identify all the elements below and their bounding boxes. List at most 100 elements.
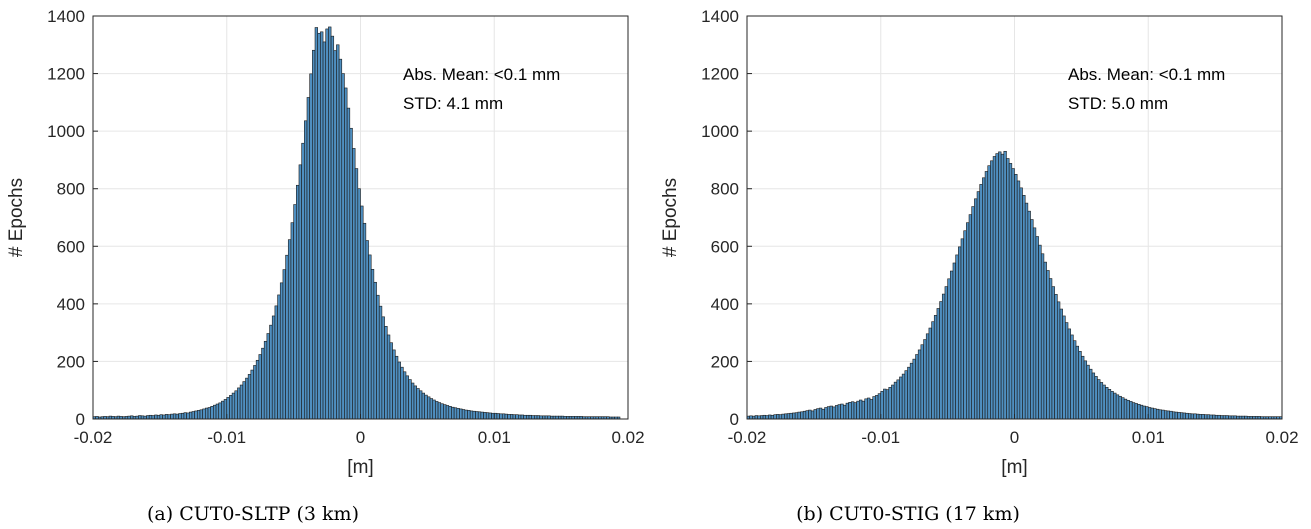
- histogram-bar: [309, 73, 313, 420]
- histogram-bar: [336, 44, 340, 420]
- histogram-bar: [1113, 392, 1117, 420]
- histogram-bar: [253, 365, 257, 420]
- y-tick-label: 1000: [47, 122, 85, 141]
- histogram-bar: [330, 35, 335, 420]
- histogram-bar: [773, 414, 777, 420]
- histogram-bar: [805, 410, 809, 420]
- histogram-bar: [1065, 322, 1069, 420]
- histogram-bar: [1121, 397, 1125, 420]
- histogram-bar: [180, 412, 185, 420]
- histogram-bar: [947, 278, 951, 420]
- histogram-bar: [834, 405, 839, 420]
- histogram-bar: [1062, 315, 1066, 420]
- histogram-bar: [1059, 308, 1063, 420]
- histogram-bar: [213, 404, 217, 420]
- histogram-bar: [301, 142, 305, 420]
- histogram-bar: [378, 305, 383, 420]
- histogram-bar: [162, 414, 166, 420]
- histogram-bar: [1046, 270, 1050, 420]
- histogram-bar: [813, 409, 817, 420]
- histogram-bar: [373, 281, 377, 420]
- histogram-bar: [810, 410, 815, 420]
- histogram-bar: [1222, 415, 1227, 420]
- histogram-bar: [151, 415, 155, 420]
- x-tick-label: -0.02: [74, 428, 113, 447]
- histogram-bar: [837, 404, 841, 420]
- histogram-bar: [349, 127, 353, 420]
- histogram-bar: [958, 246, 962, 420]
- histogram-bar: [1081, 355, 1085, 420]
- histogram-bar: [261, 347, 265, 420]
- histogram-bar: [1139, 404, 1144, 420]
- histogram-bar: [295, 184, 300, 420]
- histogram-bar: [304, 120, 308, 420]
- histogram-bar: [1035, 236, 1039, 420]
- histogram-bar: [242, 381, 246, 420]
- y-tick-label: 400: [57, 295, 85, 314]
- histogram-bar: [1008, 163, 1013, 420]
- histogram-bar: [1220, 415, 1224, 420]
- histogram-bar: [778, 414, 783, 420]
- histogram-bar: [1193, 413, 1197, 420]
- histogram-bar: [1107, 389, 1112, 420]
- histogram-bar: [245, 377, 249, 420]
- histogram-bar: [258, 354, 262, 420]
- histogram-bar: [518, 414, 522, 420]
- histogram-bar: [992, 156, 997, 420]
- histogram-bar: [167, 414, 171, 420]
- y-tick-label: 400: [711, 295, 739, 314]
- histogram-bar: [148, 414, 153, 420]
- histogram-bar: [1110, 391, 1114, 420]
- histogram-bar: [328, 26, 332, 420]
- histogram-bar: [824, 407, 828, 420]
- histogram-bar: [186, 412, 190, 420]
- histogram-bar: [464, 409, 468, 420]
- histogram-bar: [1115, 394, 1120, 420]
- x-axis-label: [m]: [347, 457, 373, 478]
- histogram-bar: [1198, 414, 1203, 420]
- histogram-bar: [239, 384, 244, 420]
- histogram-bar: [197, 410, 201, 420]
- histogram-bar: [333, 50, 337, 420]
- histogram-bar: [864, 398, 868, 420]
- histogram-bar: [848, 401, 852, 420]
- histogram-bar: [1214, 414, 1219, 420]
- histogram-bar: [282, 269, 286, 420]
- histogram-bar: [925, 333, 930, 420]
- histogram-bar: [920, 344, 924, 420]
- histogram-bar: [266, 333, 270, 420]
- stats-annotation: Abs. Mean: <0.1 mm: [1068, 65, 1225, 84]
- histogram-bar: [917, 349, 922, 420]
- histogram-bar: [960, 238, 964, 420]
- histogram-bar: [1190, 413, 1195, 420]
- histogram-bar: [856, 400, 860, 420]
- histogram-bar: [314, 27, 318, 420]
- histogram-bar: [172, 413, 177, 420]
- histogram-bar: [205, 407, 209, 420]
- histogram-bar: [891, 384, 895, 420]
- histogram-bar: [974, 198, 978, 420]
- histogram-bar: [287, 239, 292, 420]
- histogram-bar: [413, 385, 417, 420]
- histogram-bar: [1161, 409, 1165, 420]
- y-tick-label: 1400: [47, 7, 85, 26]
- histogram-bar: [853, 402, 857, 420]
- histogram-bar: [832, 406, 836, 420]
- histogram-bar: [269, 324, 273, 420]
- histogram-bar: [1185, 412, 1189, 420]
- histogram-bar: [496, 413, 500, 420]
- histogram-bar: [1212, 414, 1216, 420]
- histogram-bar: [352, 148, 356, 420]
- histogram-bar: [512, 414, 516, 420]
- histogram-bar: [400, 366, 404, 420]
- histogram-bar: [156, 414, 161, 420]
- histogram-bar: [1180, 412, 1184, 420]
- histogram-bar: [987, 165, 991, 420]
- histogram-bar: [183, 412, 187, 420]
- x-tick-label: 0.02: [611, 428, 644, 447]
- histogram-bar: [963, 230, 967, 420]
- histogram-bar: [1016, 180, 1021, 420]
- histogram-bar: [453, 407, 458, 420]
- histogram-bar: [1155, 408, 1160, 420]
- histogram-bar: [1032, 227, 1037, 420]
